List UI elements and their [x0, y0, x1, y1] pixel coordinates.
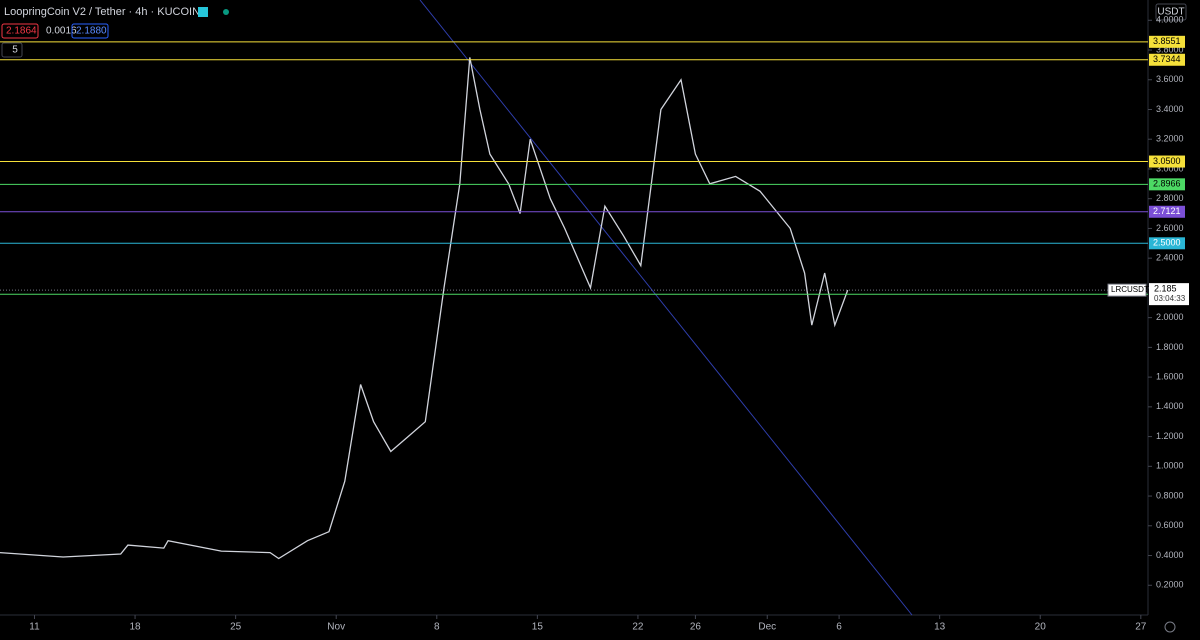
y-tick-label: 2.6000 — [1156, 223, 1184, 233]
y-tick-label: 2.0000 — [1156, 312, 1184, 322]
x-tick-label: 13 — [934, 622, 946, 633]
currency-box[interactable] — [1155, 3, 1187, 21]
y-tick-label: 4.0000 — [1156, 15, 1184, 25]
indicator-toggle[interactable] — [1, 42, 23, 58]
level-label: 2.8966 — [1153, 179, 1181, 189]
x-tick-label: 18 — [129, 622, 141, 633]
price-line — [0, 57, 849, 560]
y-tick-label: 0.6000 — [1156, 520, 1184, 530]
y-tick-label: 0.8000 — [1156, 490, 1184, 500]
y-tick-label: 1.6000 — [1156, 371, 1184, 381]
x-tick-label: 27 — [1135, 622, 1147, 633]
level-label: 3.8551 — [1153, 36, 1181, 46]
y-tick-label: 2.8000 — [1156, 193, 1184, 203]
level-label-bg — [1149, 53, 1185, 66]
bid-price: 2.1864 — [6, 26, 37, 37]
x-tick-label: 8 — [434, 622, 440, 633]
level-label-bg — [1149, 178, 1185, 191]
level-label-bg — [1149, 237, 1185, 250]
x-tick-label: Nov — [327, 622, 345, 633]
y-tick-label: 1.2000 — [1156, 431, 1184, 441]
y-tick-label: 3.6000 — [1156, 74, 1184, 84]
y-tick-label: 1.8000 — [1156, 342, 1184, 352]
ask-price: 2.1880 — [76, 26, 107, 37]
level-label: 2.5000 — [1153, 238, 1181, 248]
last-price-label: 2.185 — [1154, 284, 1177, 294]
x-tick-label: 11 — [29, 622, 40, 633]
level-label-bg — [1149, 35, 1185, 48]
x-tick-label: Dec — [758, 622, 776, 633]
y-tick-label: 3.0000 — [1156, 163, 1184, 173]
symbol-tag-bg — [1107, 283, 1147, 297]
countdown: 03:04:33 — [1154, 294, 1186, 303]
y-tick-label: 2.4000 — [1156, 253, 1184, 263]
settings-icon[interactable] — [1164, 621, 1176, 633]
x-tick-label: 20 — [1035, 622, 1047, 633]
currency: USDT — [1157, 7, 1184, 18]
y-tick-label: 0.2000 — [1156, 580, 1184, 590]
level-label: 3.7344 — [1153, 54, 1181, 64]
flag-icon[interactable] — [198, 7, 208, 17]
trend-line — [419, 0, 913, 616]
ask-box[interactable] — [71, 23, 109, 39]
y-tick-label: 3.4000 — [1156, 104, 1184, 114]
symbol-tag: LRCUSDT — [1111, 285, 1149, 294]
y-tick-label: 3.8000 — [1156, 44, 1184, 54]
y-tick-label: 3.2000 — [1156, 134, 1184, 144]
x-tick-label: 15 — [532, 622, 544, 633]
spread: 0.0016 — [46, 26, 77, 37]
level-label-bg — [1149, 205, 1185, 218]
y-tick-label: 1.0000 — [1156, 461, 1184, 471]
level-label: 2.7121 — [1153, 206, 1181, 216]
x-tick-label: 6 — [836, 622, 842, 633]
symbol-title: LoopringCoin V2 / Tether · 4h · KUCOIN — [4, 6, 200, 18]
indicator-count: 5 — [12, 45, 18, 56]
status-dot — [223, 9, 229, 15]
x-tick-label: 25 — [230, 622, 242, 633]
x-tick-label: 26 — [690, 622, 702, 633]
last-price-bg — [1149, 283, 1189, 306]
level-label-bg — [1149, 155, 1185, 168]
x-tick-label: 22 — [632, 622, 644, 633]
plot — [0, 41, 1148, 560]
y-tick-label: 1.4000 — [1156, 401, 1184, 411]
bid-box[interactable] — [1, 23, 39, 39]
y-tick-label: 0.4000 — [1156, 550, 1184, 560]
level-label: 3.0500 — [1153, 156, 1181, 166]
